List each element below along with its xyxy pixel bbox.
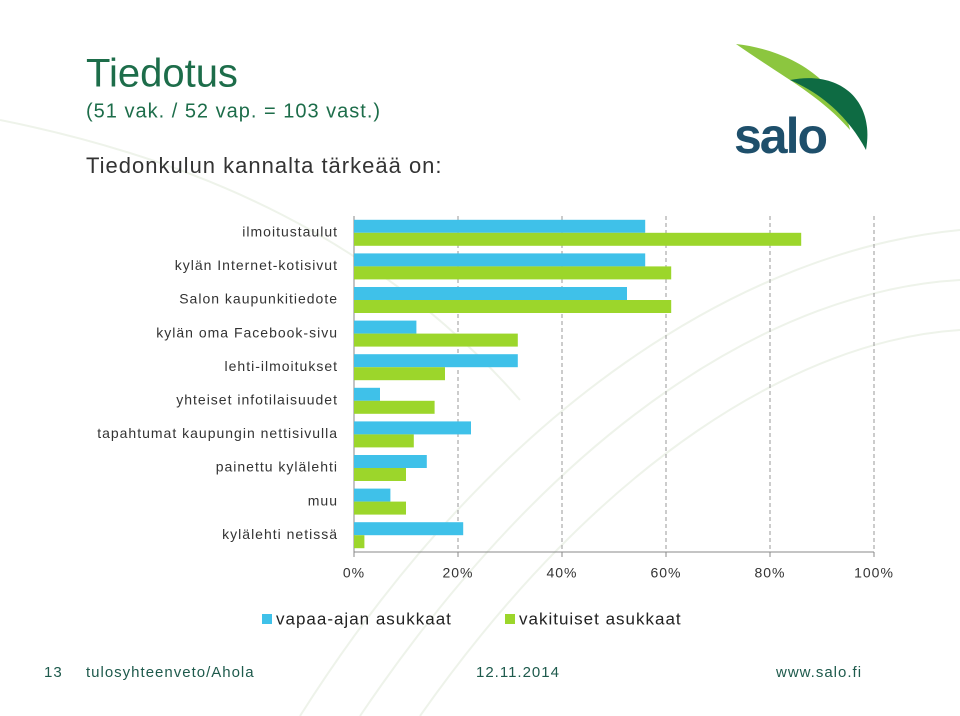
x-tick-label: 20% xyxy=(442,565,473,581)
logo-text: salo xyxy=(734,108,827,164)
bar xyxy=(354,354,518,368)
x-tick-label: 40% xyxy=(546,565,577,581)
x-tick-label: 60% xyxy=(650,565,681,581)
y-tick-label: tapahtumat kaupungin nettisivulla xyxy=(97,425,338,441)
x-tick-label: 100% xyxy=(854,565,894,581)
footer-author: tulosyhteenveto/Ahola xyxy=(86,664,255,681)
legend-swatch xyxy=(505,614,515,624)
subtitle: (51 vak. / 52 vap. = 103 vast.) xyxy=(86,100,381,122)
bar xyxy=(354,333,518,347)
title: Tiedotus xyxy=(86,52,238,96)
legend-swatch xyxy=(262,614,272,624)
y-tick-label: painettu kylälehti xyxy=(216,459,338,475)
bar xyxy=(354,400,435,414)
bar xyxy=(354,287,627,300)
y-tick-label: Salon kaupunkitiedote xyxy=(179,291,338,307)
logo-leaf xyxy=(790,78,868,150)
y-tick-label: kylän oma Facebook-sivu xyxy=(156,324,338,340)
bar xyxy=(354,488,391,502)
y-tick-label: muu xyxy=(308,492,338,508)
y-tick-label: kylän Internet-kotisivut xyxy=(175,257,338,273)
heading: Tiedonkulun kannalta tärkeää on: xyxy=(86,153,443,178)
logo: salo xyxy=(734,44,868,164)
chart: 0% 20% 40% 60% 80% 100% ilmoitustaulut kylän In… xyxy=(97,216,894,628)
y-tick-label: lehti-ilmoitukset xyxy=(225,358,338,374)
footer-site: www.salo.fi xyxy=(775,664,862,681)
bar xyxy=(354,320,417,334)
bar xyxy=(354,232,802,246)
page-number: 13 xyxy=(44,664,63,681)
legend-label: vakituiset asukkaat xyxy=(519,609,682,628)
x-tick-label: 0% xyxy=(343,565,365,581)
bar xyxy=(354,434,414,448)
bar xyxy=(354,501,406,515)
background-curves xyxy=(0,119,960,716)
bar xyxy=(354,387,380,401)
footer-date: 12.11.2014 xyxy=(476,664,560,681)
bar xyxy=(354,535,365,549)
y-tick-label: kylälehti netissä xyxy=(222,526,338,542)
x-tick-label: 80% xyxy=(754,565,785,581)
bar xyxy=(354,266,672,280)
bar xyxy=(354,253,646,267)
bar xyxy=(354,300,672,313)
legend-label: vapaa-ajan asukkaat xyxy=(276,609,452,628)
bar xyxy=(354,455,427,468)
bar xyxy=(354,421,471,435)
bar xyxy=(354,468,406,481)
bar xyxy=(354,367,445,381)
y-tick-label: yhteiset infotilaisuudet xyxy=(176,392,338,408)
bar xyxy=(354,522,464,536)
bar xyxy=(354,219,646,233)
y-tick-label: ilmoitustaulut xyxy=(242,224,338,240)
